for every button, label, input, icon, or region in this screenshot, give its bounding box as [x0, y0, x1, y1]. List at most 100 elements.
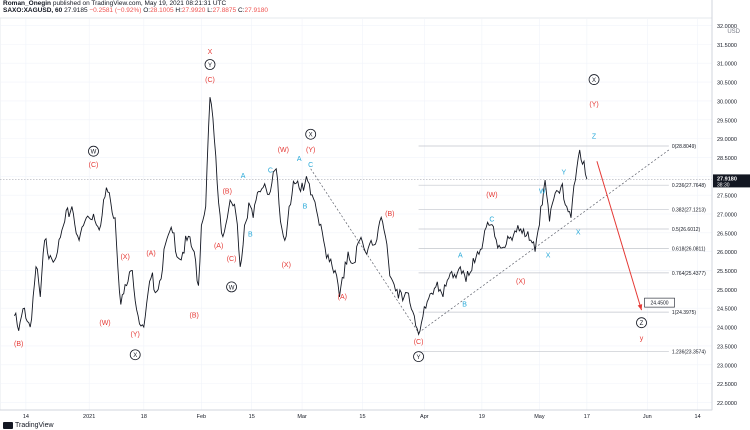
low-value: 27.8875 [212, 7, 237, 14]
close-label: C: [237, 7, 245, 14]
y-tick-label: 24.0000 [717, 326, 737, 332]
wave-circle [305, 128, 317, 140]
publish-info: Roman_Onegin published on TradingView.co… [3, 0, 226, 8]
x-tick-label: 15 [359, 414, 365, 420]
wave-annotations: (B) (C) W (W) (X) (A) (Y) X (B) X Y (C) (B) (A) (C) W A B… [14, 49, 647, 363]
y-tick-label: 23.5000 [717, 344, 737, 350]
wave-label: y [640, 335, 644, 342]
wave-label: (B) [223, 188, 232, 195]
y-tick-label: 26.5000 [717, 231, 737, 237]
fib-level-label: 0.382(27.1213) [672, 207, 706, 213]
wave-label: W [91, 150, 97, 156]
publish-date: published on TradingView.com, May 19, 20… [52, 0, 227, 7]
y-tick-label: 32.0000 [717, 24, 737, 30]
wave-label: X [576, 230, 581, 237]
y-tick-label: 27.0000 [717, 213, 737, 219]
x-tick-label: 15 [249, 414, 255, 420]
wave-label: C [308, 162, 313, 169]
wave-circle [204, 59, 216, 70]
wave-label: A [297, 156, 302, 163]
y-tick-label: 29.5000 [717, 118, 737, 124]
fib-level-label: 0(28.8049) [672, 144, 697, 150]
wave-label: B [248, 232, 253, 239]
last-price-badge [713, 174, 750, 188]
wave-label: (Y) [131, 332, 140, 339]
wave-circle [129, 349, 141, 361]
wave-label: Z [640, 321, 644, 327]
forecast-arrow [596, 161, 642, 311]
fib-level-label: 1(24.3975) [672, 310, 697, 316]
wave-label: X [592, 78, 596, 84]
close-value: 27.9180 [244, 7, 268, 14]
x-tick-label: 2021 [83, 414, 95, 420]
x-tick-label: 17 [584, 414, 590, 420]
wave-circle [413, 351, 424, 363]
fib-level-label: 0.764(25.4377) [672, 271, 706, 277]
target-box [644, 297, 675, 308]
y-tick-label: 24.5000 [717, 307, 737, 313]
symbol-name[interactable]: SAXO:XAGUSD, 60 [3, 7, 63, 14]
price-axis: 32.0000 31.5000 31.0000 30.5000 30.0000 29.50… [711, 0, 750, 410]
wave-label: (X) [120, 254, 129, 261]
x-tick-label: 19 [479, 414, 485, 420]
wave-label: (B) [190, 313, 199, 320]
wave-label: (W) [278, 147, 289, 154]
wave-label: (C) [227, 256, 237, 263]
x-tick-label: 14 [695, 414, 701, 420]
y-tick-label: 26.0000 [717, 250, 737, 256]
wave-circle [588, 74, 600, 85]
low-label: L: [207, 7, 213, 14]
x-tick-label: Jun [643, 414, 652, 420]
wave-label: Y [208, 63, 212, 69]
y-tick-label: 29.0000 [717, 137, 737, 143]
wave-label: Y [562, 169, 567, 176]
countdown-text: 38:30 [717, 182, 730, 188]
wave-label: W [229, 285, 235, 291]
last-price: 27.9185 [64, 7, 88, 14]
y-tick-label: 30.0000 [717, 99, 737, 105]
brand-label: TradingView [15, 422, 54, 429]
last-price-text: 27.9180 [717, 176, 737, 182]
wave-label: Y [417, 355, 421, 361]
wave-label: (Y) [589, 102, 598, 109]
wave-label: B [303, 203, 308, 210]
wave-label: (C) [205, 77, 215, 84]
y-tick-label: 22.0000 [717, 401, 737, 407]
chart-grid [0, 17, 713, 411]
x-tick-label: Feb [197, 414, 206, 420]
wave-circle [88, 145, 99, 157]
x-tick-label: 14 [23, 414, 29, 420]
y-tick-label: 22.5000 [717, 382, 737, 388]
wave-label: (A) [338, 294, 347, 301]
high-label: H: [175, 7, 182, 14]
wave-label: C [268, 168, 273, 175]
trend-lines: 24.4500 [310, 149, 675, 334]
y-tick-label: 30.5000 [717, 81, 737, 87]
forecast-arrow-head [637, 304, 643, 311]
target-price-label: 24.4500 [650, 301, 668, 307]
wave-label: A [241, 173, 246, 180]
x-tick-label: May [534, 414, 545, 420]
trend-line [418, 149, 670, 334]
wave-label: B [462, 301, 467, 308]
y-tick-label: 25.0000 [717, 288, 737, 294]
wave-label: (A) [214, 243, 223, 250]
wave-label: (X) [282, 262, 291, 269]
wave-label: X [133, 353, 137, 359]
y-tick-label: 23.0000 [717, 363, 737, 369]
trend-line [310, 168, 419, 333]
price-change: −0.2581 (−0.92%) [89, 7, 142, 14]
open-value: 28.1005 [150, 7, 174, 14]
x-tick-label: Mar [297, 414, 307, 420]
price-series-line [14, 97, 588, 336]
wave-label: (A) [146, 250, 155, 257]
y-tick-label: 31.5000 [717, 43, 737, 49]
wave-circle [636, 317, 647, 329]
y-tick-label: 25.5000 [717, 269, 737, 275]
x-tick-label: 18 [141, 414, 147, 420]
wave-label: (Y) [306, 147, 315, 154]
wave-label: A [458, 252, 463, 259]
wave-label: Z [592, 134, 597, 141]
tradingview-logo[interactable]: TradingView [3, 422, 54, 429]
